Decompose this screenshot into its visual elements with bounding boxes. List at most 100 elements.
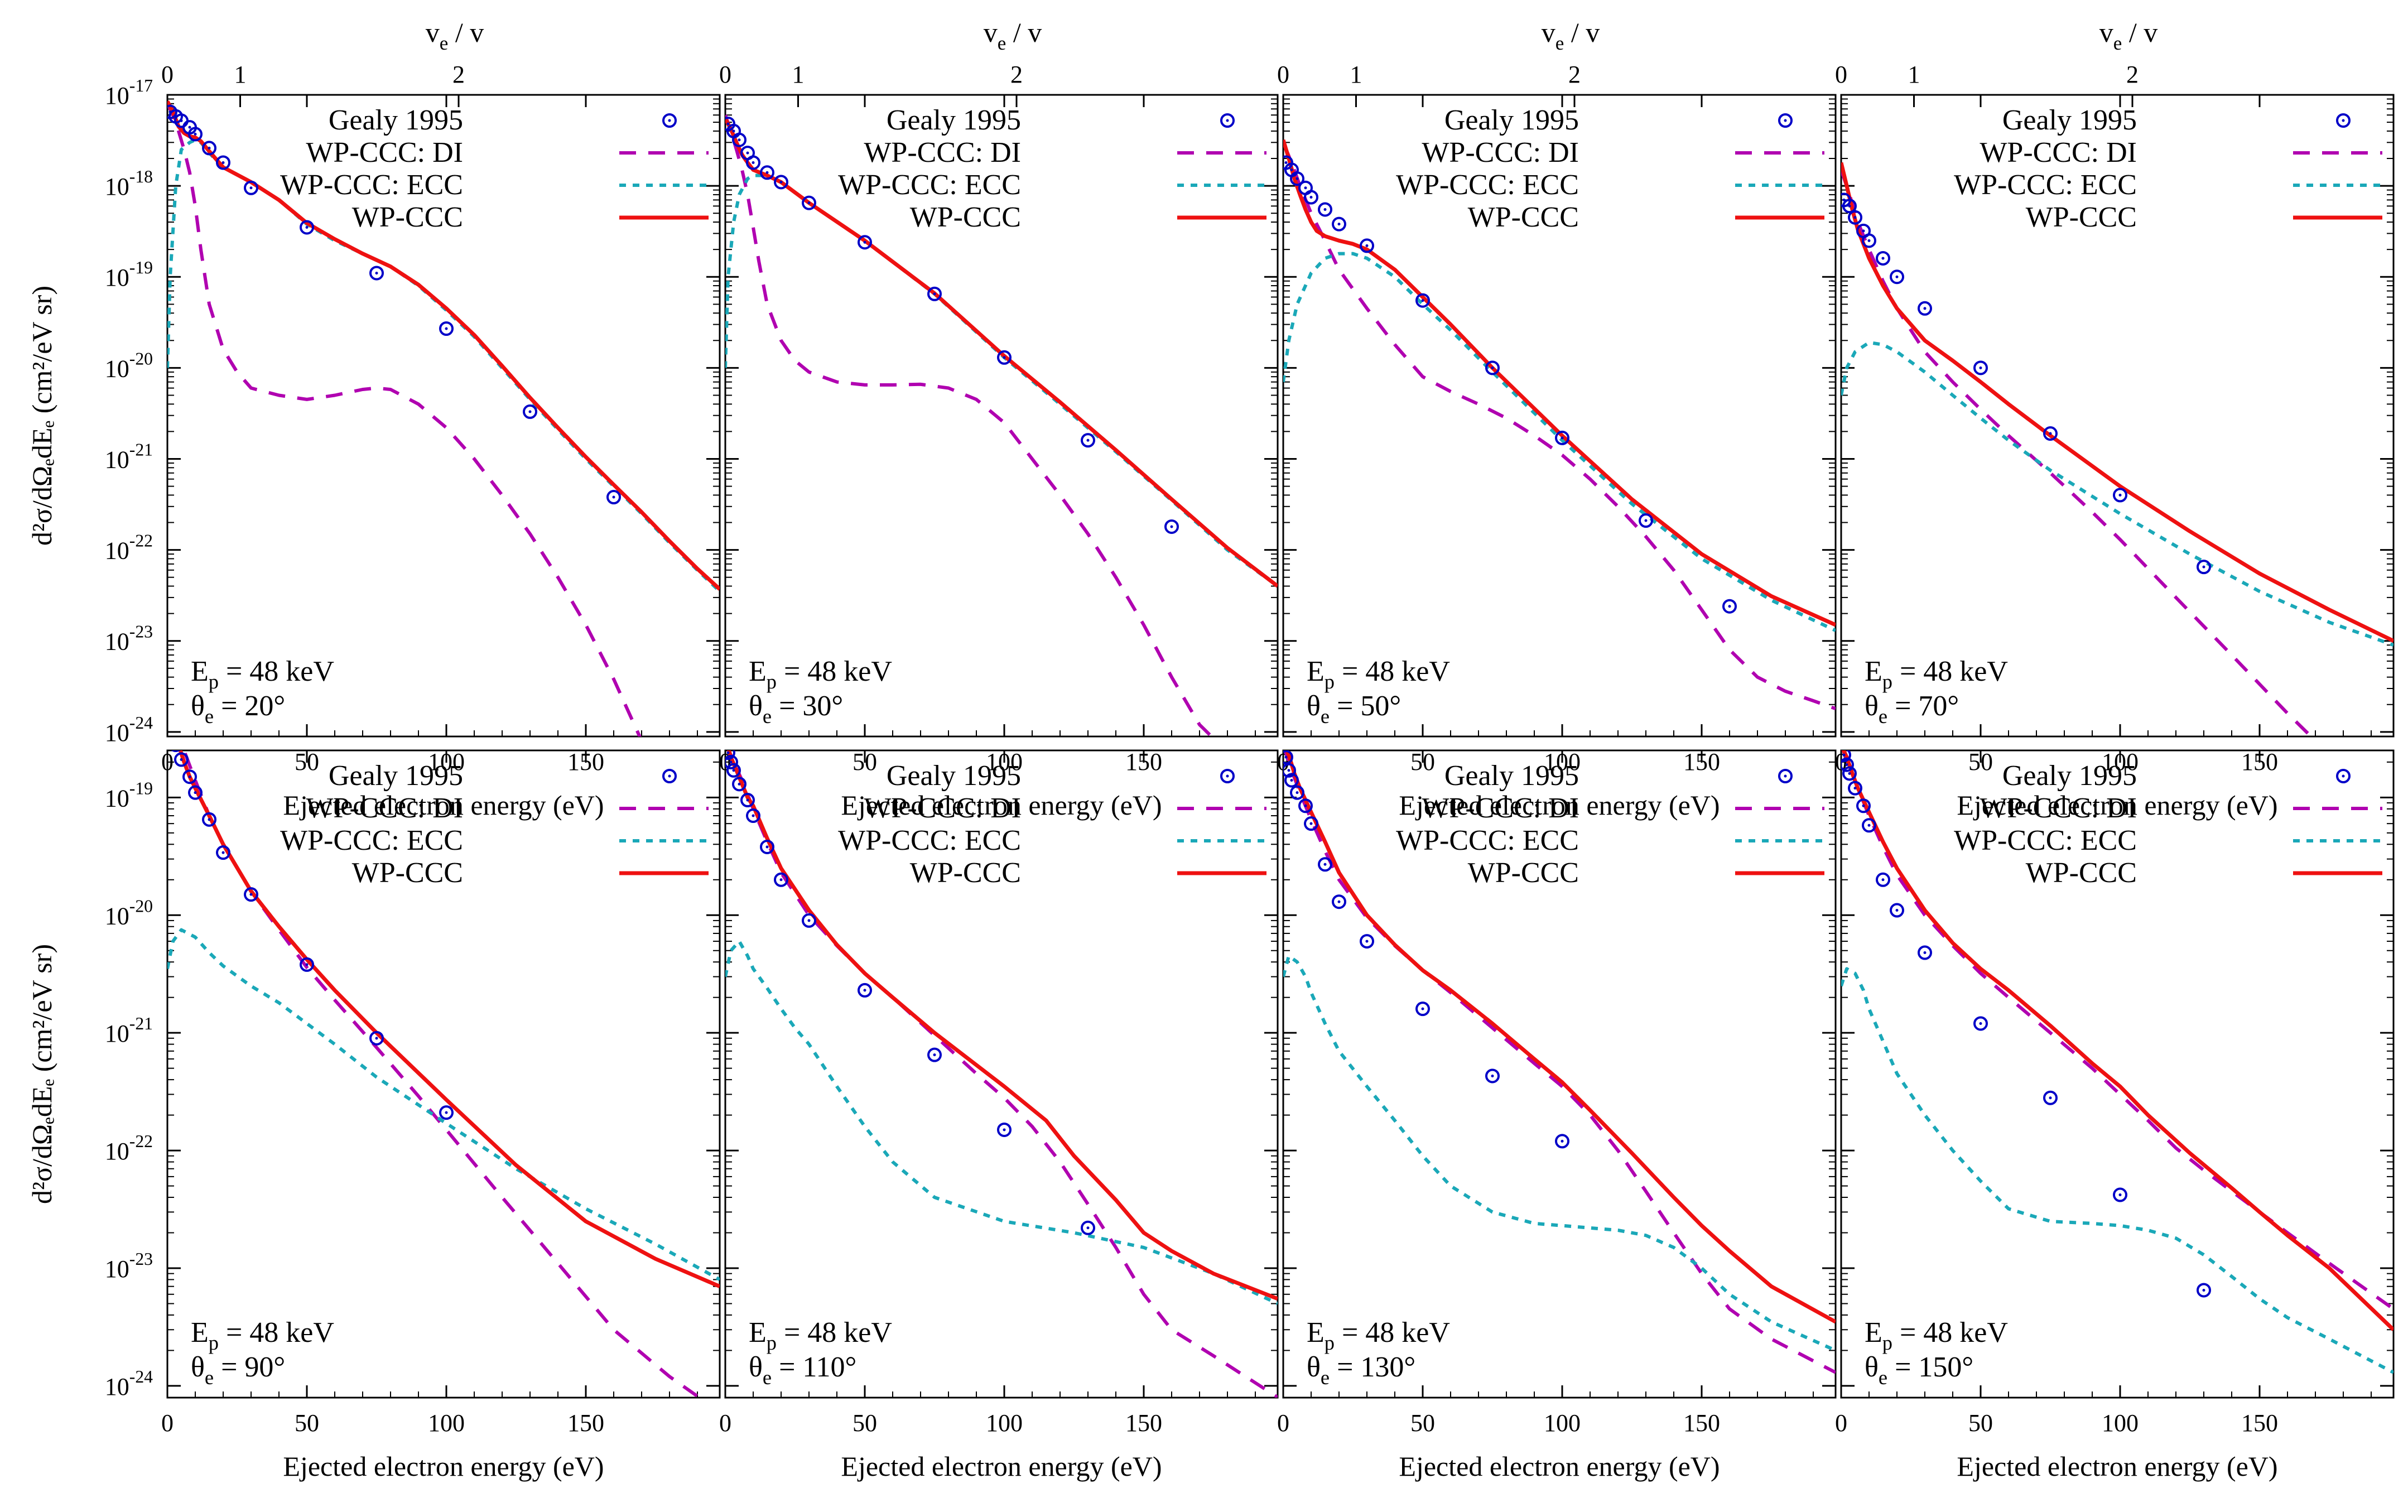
top-tick-label: 0 xyxy=(1277,61,1289,88)
plot-frame xyxy=(166,749,721,1399)
legend-marker xyxy=(662,769,677,783)
legend-label: WP-CCC: DI xyxy=(1422,792,1579,824)
data-point xyxy=(1284,773,1299,788)
legend-label: WP-CCC: DI xyxy=(306,792,463,824)
data-point-center xyxy=(375,271,378,275)
data-point xyxy=(1722,599,1737,614)
data-point-center xyxy=(1284,161,1288,164)
data-point-center xyxy=(1644,519,1648,522)
data-point-center xyxy=(726,751,730,754)
data-point xyxy=(746,155,760,170)
energy-annotation: Ep = 48 keV xyxy=(1307,1317,1450,1354)
data-point-center xyxy=(1728,605,1731,608)
data-point-center xyxy=(221,851,225,854)
series-dotted xyxy=(1841,967,2393,1374)
data-point-center xyxy=(194,132,197,136)
x-axis-label: Ejected electron energy (eV) xyxy=(1957,1451,2277,1482)
data-point-center xyxy=(1867,239,1871,242)
y-tick-label: 10-22 xyxy=(105,531,153,565)
data-point-center xyxy=(729,760,733,764)
curves xyxy=(725,114,1278,736)
data-point xyxy=(1485,1068,1500,1084)
data-point-center xyxy=(1309,822,1313,825)
legend-label: WP-CCC: DI xyxy=(306,137,463,168)
data-point-center xyxy=(175,744,177,747)
x-tick-label: 100 xyxy=(428,1409,465,1437)
data-point-center xyxy=(1287,769,1290,772)
x-axis-label: Ejected electron energy (eV) xyxy=(1399,1451,1720,1482)
angle-annotation: θe = 20° xyxy=(191,690,285,728)
series-solid xyxy=(167,100,720,591)
data-point xyxy=(1555,430,1569,445)
angle-annotation: θe = 70° xyxy=(1865,690,1959,728)
data-point-center xyxy=(528,410,532,413)
data-point xyxy=(1973,360,1988,375)
data-point xyxy=(1360,238,1374,253)
data-point-center xyxy=(779,180,783,184)
data-point-center xyxy=(1979,1022,1982,1025)
data-point xyxy=(774,872,788,887)
data-point-center xyxy=(1842,753,1846,757)
legend-label: WP-CCC xyxy=(352,201,463,233)
data-point xyxy=(171,750,181,753)
data-point-center xyxy=(445,327,448,330)
data-point xyxy=(216,845,230,860)
data-point-center xyxy=(732,769,735,772)
data-point-center xyxy=(1923,307,1927,310)
data-point xyxy=(1360,934,1374,949)
legend-label: WP-CCC: ECC xyxy=(838,825,1021,856)
series-dashed xyxy=(1841,169,2314,736)
legend-label: Gealy 1995 xyxy=(1444,760,1579,792)
data-point xyxy=(858,983,872,998)
series-solid xyxy=(178,750,720,1288)
data-point xyxy=(1415,293,1430,308)
data-point xyxy=(1164,519,1179,534)
data-point-center xyxy=(1003,1128,1006,1131)
data-point xyxy=(760,839,774,854)
data-point xyxy=(1555,1134,1569,1149)
y-tick-label: 10-20 xyxy=(105,896,153,930)
x-axis-label: Ejected electron energy (eV) xyxy=(283,789,604,821)
data-point xyxy=(369,1031,384,1046)
data-point-center xyxy=(169,725,172,728)
legend-label: WP-CCC xyxy=(2026,857,2137,889)
y-axis-label-row-1: d²σ/dΩₑdEₑ (cm²/eV sr) xyxy=(26,286,57,546)
data-point-center xyxy=(746,151,749,155)
legend-marker xyxy=(1220,113,1235,128)
data-point xyxy=(300,220,314,235)
y-tick-label: 10-19 xyxy=(105,258,153,291)
data-point-center xyxy=(765,171,769,174)
legend-label: WP-CCC xyxy=(352,857,463,889)
data-point xyxy=(1918,945,1932,960)
data-point-center xyxy=(1881,257,1885,260)
x-tick-label: 0 xyxy=(161,1409,174,1437)
data-point-center xyxy=(221,161,225,164)
data-point-center xyxy=(188,775,191,778)
x-tick-label: 0 xyxy=(1835,1409,1847,1437)
x-axis-label: Ejected electron energy (eV) xyxy=(1399,789,1720,821)
data-point xyxy=(1973,1016,1988,1031)
top-tick-label: 1 xyxy=(1350,61,1362,88)
energy-annotation: Ep = 48 keV xyxy=(1865,1317,2008,1354)
y-axis-label: d²σ/dΩₑdEₑ (cm²/eV sr) xyxy=(26,286,57,546)
x-tick-label: 100 xyxy=(986,1409,1023,1437)
data-point-center xyxy=(2202,1288,2205,1292)
data-point xyxy=(927,1047,942,1062)
legend-label: WP-CCC: ECC xyxy=(280,825,463,856)
top-axis-label: ve / v xyxy=(2099,17,2157,54)
top-tick-label: 2 xyxy=(1568,61,1581,88)
x-axis-label: Ejected electron energy (eV) xyxy=(841,1451,1162,1482)
data-point xyxy=(244,887,258,902)
x-tick-label: 100 xyxy=(1544,1409,1581,1437)
x-tick-label: 100 xyxy=(2102,1409,2139,1437)
data-point-center xyxy=(1295,177,1299,180)
data-point xyxy=(2197,560,2211,575)
data-point xyxy=(1415,1001,1430,1017)
angle-annotation: θe = 90° xyxy=(191,1351,285,1389)
data-point xyxy=(726,763,741,778)
data-point-center xyxy=(1895,275,1899,278)
series-dashed xyxy=(725,114,1214,736)
